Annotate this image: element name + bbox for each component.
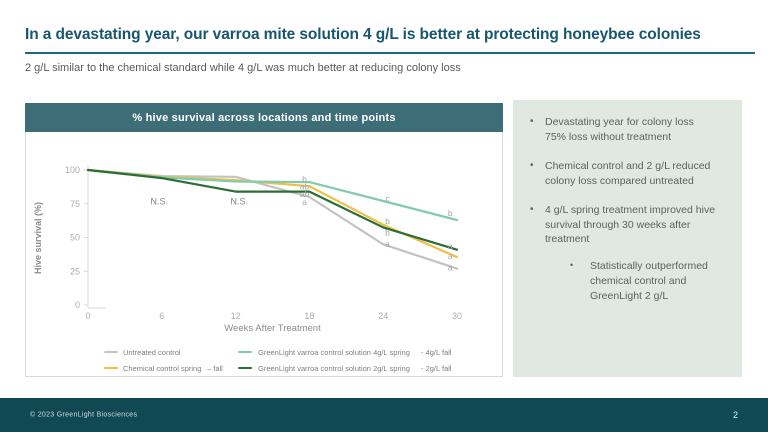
- legend-row-2: Chemical control spring – fall GreenLigh…: [26, 364, 502, 375]
- legend-label-4gl-spring: GreenLight varroa control solution 4g/L …: [258, 348, 410, 357]
- svg-text:Hive survival (%): Hive survival (%): [33, 202, 43, 274]
- legend-label-chemical-fall: – fall: [207, 364, 223, 373]
- svg-text:ab: ab: [300, 182, 310, 192]
- legend-label-untreated: Untreated control: [123, 348, 181, 357]
- legend-label-2gl-fall: - 2g/L fall: [421, 364, 452, 373]
- sub-bullet-text: Statistically outperformed chemical cont…: [590, 260, 708, 303]
- bullet-dot: •: [530, 203, 534, 215]
- svg-text:a: a: [302, 197, 307, 207]
- bullet-4gl-spring: • 4 g/L spring treatment improved hive s…: [530, 203, 730, 248]
- bullet-text: Devastating year for colony loss 75% los…: [545, 116, 694, 143]
- svg-text:c: c: [385, 194, 390, 204]
- svg-text:a: a: [448, 251, 453, 261]
- bullet-text: Chemical control and 2 g/L reduced colon…: [545, 159, 711, 187]
- svg-text:Weeks After Treatment: Weeks After Treatment: [224, 323, 321, 334]
- svg-text:N.S.: N.S.: [231, 196, 249, 206]
- svg-text:b: b: [385, 228, 390, 238]
- svg-text:0: 0: [75, 300, 80, 310]
- svg-text:a: a: [448, 241, 453, 251]
- footer-bar: © 2023 GreenLight Biosciences 2: [0, 398, 768, 432]
- page-number: 2: [732, 410, 738, 420]
- legend-marker-untreated: [104, 351, 118, 354]
- svg-text:N.S.: N.S.: [151, 196, 169, 206]
- slide-subtitle: 2 g/L similar to the chemical standard w…: [25, 62, 461, 74]
- sub-bullet-statistics: • Statistically outperformed chemical co…: [570, 259, 730, 304]
- survival-chart-panel: % hive survival across locations and tim…: [25, 103, 503, 377]
- svg-text:50: 50: [70, 233, 80, 243]
- svg-text:a: a: [385, 239, 390, 249]
- legend-marker-chemical: [104, 367, 118, 370]
- title-underline: [25, 52, 755, 54]
- svg-text:25: 25: [70, 266, 80, 276]
- svg-text:ab: ab: [300, 189, 310, 199]
- bullet-text: 4 g/L spring treatment improved hive sur…: [545, 203, 716, 246]
- slide-title: In a devastating year, our varroa mite s…: [25, 26, 701, 43]
- svg-text:0: 0: [85, 311, 90, 321]
- bullet-dot: •: [570, 260, 574, 271]
- key-takeaways-panel: • Devastating year for colony loss 75% l…: [513, 100, 742, 377]
- bullet-chemical-2gl: • Chemical control and 2 g/L reduced col…: [530, 159, 730, 189]
- legend-label-2gl-spring: GreenLight varroa control solution 2g/L …: [258, 364, 410, 373]
- svg-text:b: b: [385, 216, 390, 226]
- legend-marker-4gl: [238, 351, 252, 354]
- svg-text:100: 100: [65, 165, 80, 175]
- bullet-dot: •: [530, 116, 534, 127]
- chart-title: % hive survival across locations and tim…: [132, 111, 396, 124]
- legend-label-chemical-spring: Chemical control spring: [123, 364, 202, 373]
- svg-text:b: b: [448, 208, 453, 218]
- legend-label-4gl-fall: - 4g/L fall: [421, 348, 452, 357]
- bullet-dot: •: [530, 159, 534, 171]
- chart-title-bar: % hive survival across locations and tim…: [25, 103, 503, 132]
- svg-text:12: 12: [231, 311, 241, 321]
- legend-row-1: Untreated control GreenLight varroa cont…: [26, 348, 502, 359]
- footer-copyright: © 2023 GreenLight Biosciences: [30, 411, 138, 419]
- svg-text:18: 18: [304, 311, 314, 321]
- bullet-devastating-year: • Devastating year for colony loss 75% l…: [530, 115, 730, 145]
- chart-legend: Untreated control GreenLight varroa cont…: [26, 104, 502, 376]
- svg-text:24: 24: [378, 311, 388, 321]
- svg-text:30: 30: [452, 311, 462, 321]
- legend-marker-2gl: [238, 367, 252, 370]
- svg-text:b: b: [302, 174, 307, 184]
- svg-text:6: 6: [159, 311, 164, 321]
- svg-text:75: 75: [70, 199, 80, 209]
- svg-text:a: a: [448, 263, 453, 273]
